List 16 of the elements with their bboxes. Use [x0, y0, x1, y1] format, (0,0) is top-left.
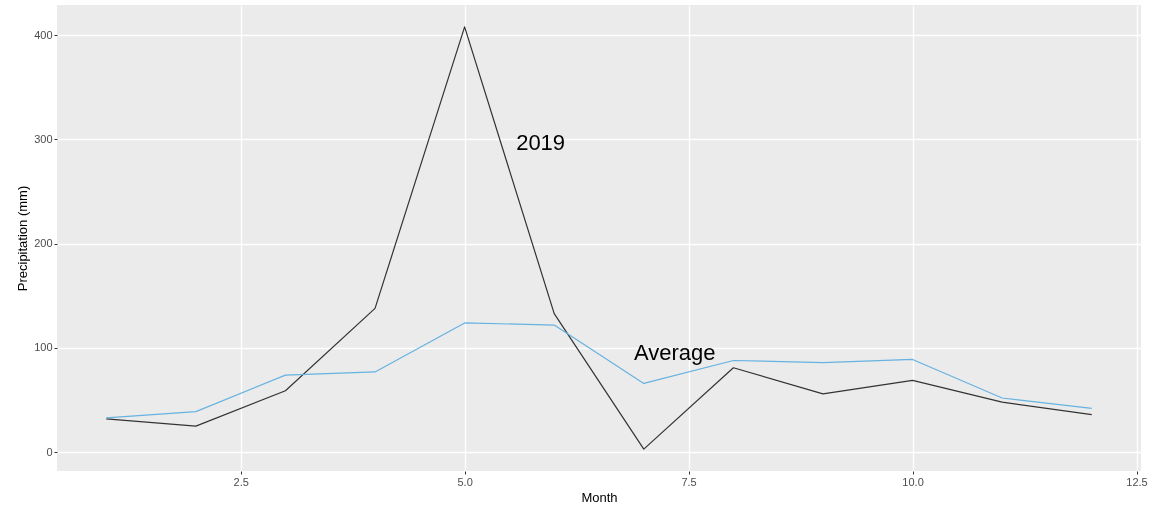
x-tick-label: 7.5	[681, 475, 697, 488]
line-series	[105, 26, 1093, 450]
series-label: Average	[634, 340, 716, 366]
x-tick-label: 10.0	[902, 475, 924, 488]
x-axis-title: Month	[581, 489, 618, 505]
series-label: 2019	[516, 129, 566, 155]
y-axis-title: Precipitation (mm)	[15, 185, 31, 292]
x-tick-label: 12.5	[1126, 475, 1148, 488]
y-tick-label: 400	[34, 28, 53, 41]
y-tick-label: 300	[34, 132, 53, 145]
y-tick-label: 0	[46, 445, 53, 458]
y-tick-label: 100	[34, 341, 53, 354]
y-tick-label: 200	[34, 237, 53, 250]
x-tick-label: 2.5	[233, 475, 249, 488]
line-series	[105, 322, 1093, 419]
x-tick-label: 5.0	[457, 475, 473, 488]
